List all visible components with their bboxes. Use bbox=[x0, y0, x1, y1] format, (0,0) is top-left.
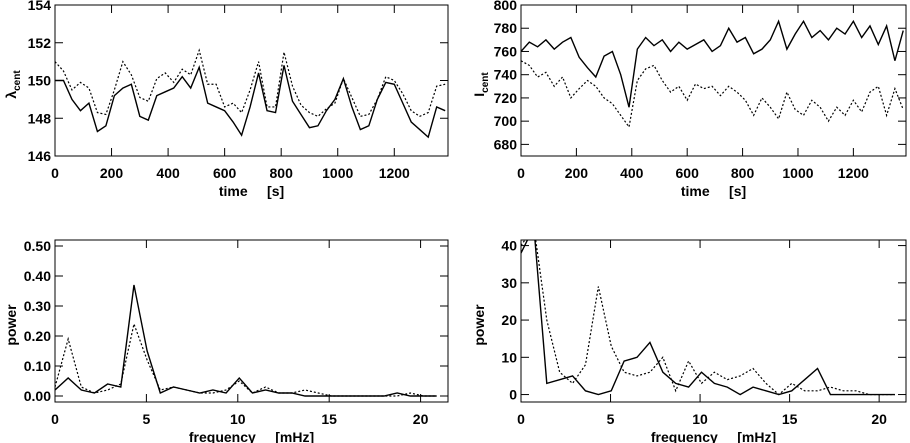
y-axis-label-main: power bbox=[3, 304, 19, 346]
x-axis-label: time [s] bbox=[681, 183, 746, 199]
y-tick-label: 40 bbox=[501, 238, 517, 254]
y-tick-label: 720 bbox=[494, 90, 518, 106]
y-axis-label-sub: cent bbox=[480, 72, 491, 93]
x-tick-label: 1000 bbox=[782, 165, 813, 181]
plot-frame bbox=[520, 239, 907, 403]
x-tick-label: 200 bbox=[100, 165, 124, 181]
x-axis-label: frequency [mHz] bbox=[651, 429, 776, 443]
y-tick-label: 0.30 bbox=[24, 298, 51, 314]
y-tick-label: 154 bbox=[28, 0, 52, 13]
y-tick-label: 740 bbox=[494, 67, 518, 83]
y-tick-label: 780 bbox=[494, 20, 518, 36]
x-tick-label: 20 bbox=[413, 411, 429, 427]
data-line bbox=[55, 65, 446, 139]
y-tick-label: 10 bbox=[501, 349, 517, 365]
y-tick-label: 0.10 bbox=[24, 358, 51, 374]
plot-frame bbox=[54, 239, 449, 403]
y-axis-label: λcent bbox=[3, 70, 23, 99]
y-axis-label: Icent bbox=[471, 72, 491, 97]
data-line bbox=[521, 240, 895, 396]
y-axis-label-main: λ bbox=[3, 91, 19, 99]
y-tick-label: 0.20 bbox=[24, 328, 51, 344]
x-tick-label: 400 bbox=[620, 165, 644, 181]
x-tick-label: 0 bbox=[517, 411, 525, 427]
x-tick-label: 1200 bbox=[838, 165, 869, 181]
x-tick-label: 1000 bbox=[322, 165, 353, 181]
x-tick-label: 5 bbox=[142, 411, 150, 427]
x-tick-label: 400 bbox=[156, 165, 180, 181]
x-tick-label: 10 bbox=[230, 411, 246, 427]
y-tick-label: 700 bbox=[494, 113, 518, 129]
data-line bbox=[55, 284, 437, 397]
y-tick-label: 150 bbox=[28, 73, 52, 89]
y-tick-label: 148 bbox=[28, 110, 52, 126]
y-tick-label: 152 bbox=[28, 35, 52, 51]
x-tick-label: 15 bbox=[782, 411, 798, 427]
y-tick-label: 0.40 bbox=[24, 268, 51, 284]
y-tick-label: 0.00 bbox=[24, 388, 51, 404]
x-tick-label: 600 bbox=[676, 165, 700, 181]
x-tick-label: 800 bbox=[731, 165, 755, 181]
data-line bbox=[55, 48, 446, 118]
y-tick-label: 0 bbox=[509, 387, 517, 403]
x-tick-label: 0 bbox=[51, 411, 59, 427]
y-axis-label-main: power bbox=[471, 304, 487, 346]
data-line bbox=[521, 240, 895, 396]
x-tick-label: 0 bbox=[51, 165, 59, 181]
x-tick-label: 20 bbox=[871, 411, 887, 427]
y-tick-label: 146 bbox=[28, 148, 52, 164]
y-tick-label: 0.50 bbox=[24, 238, 51, 254]
y-tick-label: 20 bbox=[501, 312, 517, 328]
y-axis-label: power bbox=[3, 304, 19, 346]
y-tick-label: 760 bbox=[494, 43, 518, 59]
y-axis-label-main: I bbox=[471, 93, 487, 97]
x-tick-label: 800 bbox=[270, 165, 294, 181]
x-axis-label: time [s] bbox=[219, 183, 284, 199]
x-tick-label: 5 bbox=[607, 411, 615, 427]
data-line bbox=[521, 60, 904, 129]
x-tick-label: 10 bbox=[692, 411, 708, 427]
x-tick-label: 600 bbox=[213, 165, 237, 181]
y-tick-label: 800 bbox=[494, 0, 518, 13]
plot-frame bbox=[54, 4, 449, 157]
x-tick-label: 15 bbox=[321, 411, 337, 427]
y-axis-label: power bbox=[471, 304, 487, 346]
x-axis-label: frequency [mHz] bbox=[189, 429, 314, 443]
plot-frame bbox=[520, 4, 907, 157]
x-tick-label: 1200 bbox=[379, 165, 410, 181]
x-tick-label: 200 bbox=[565, 165, 589, 181]
y-tick-label: 680 bbox=[494, 136, 518, 152]
y-tick-label: 30 bbox=[501, 275, 517, 291]
y-axis-label-sub: cent bbox=[12, 70, 23, 91]
data-line bbox=[521, 19, 904, 108]
x-tick-label: 0 bbox=[517, 165, 525, 181]
